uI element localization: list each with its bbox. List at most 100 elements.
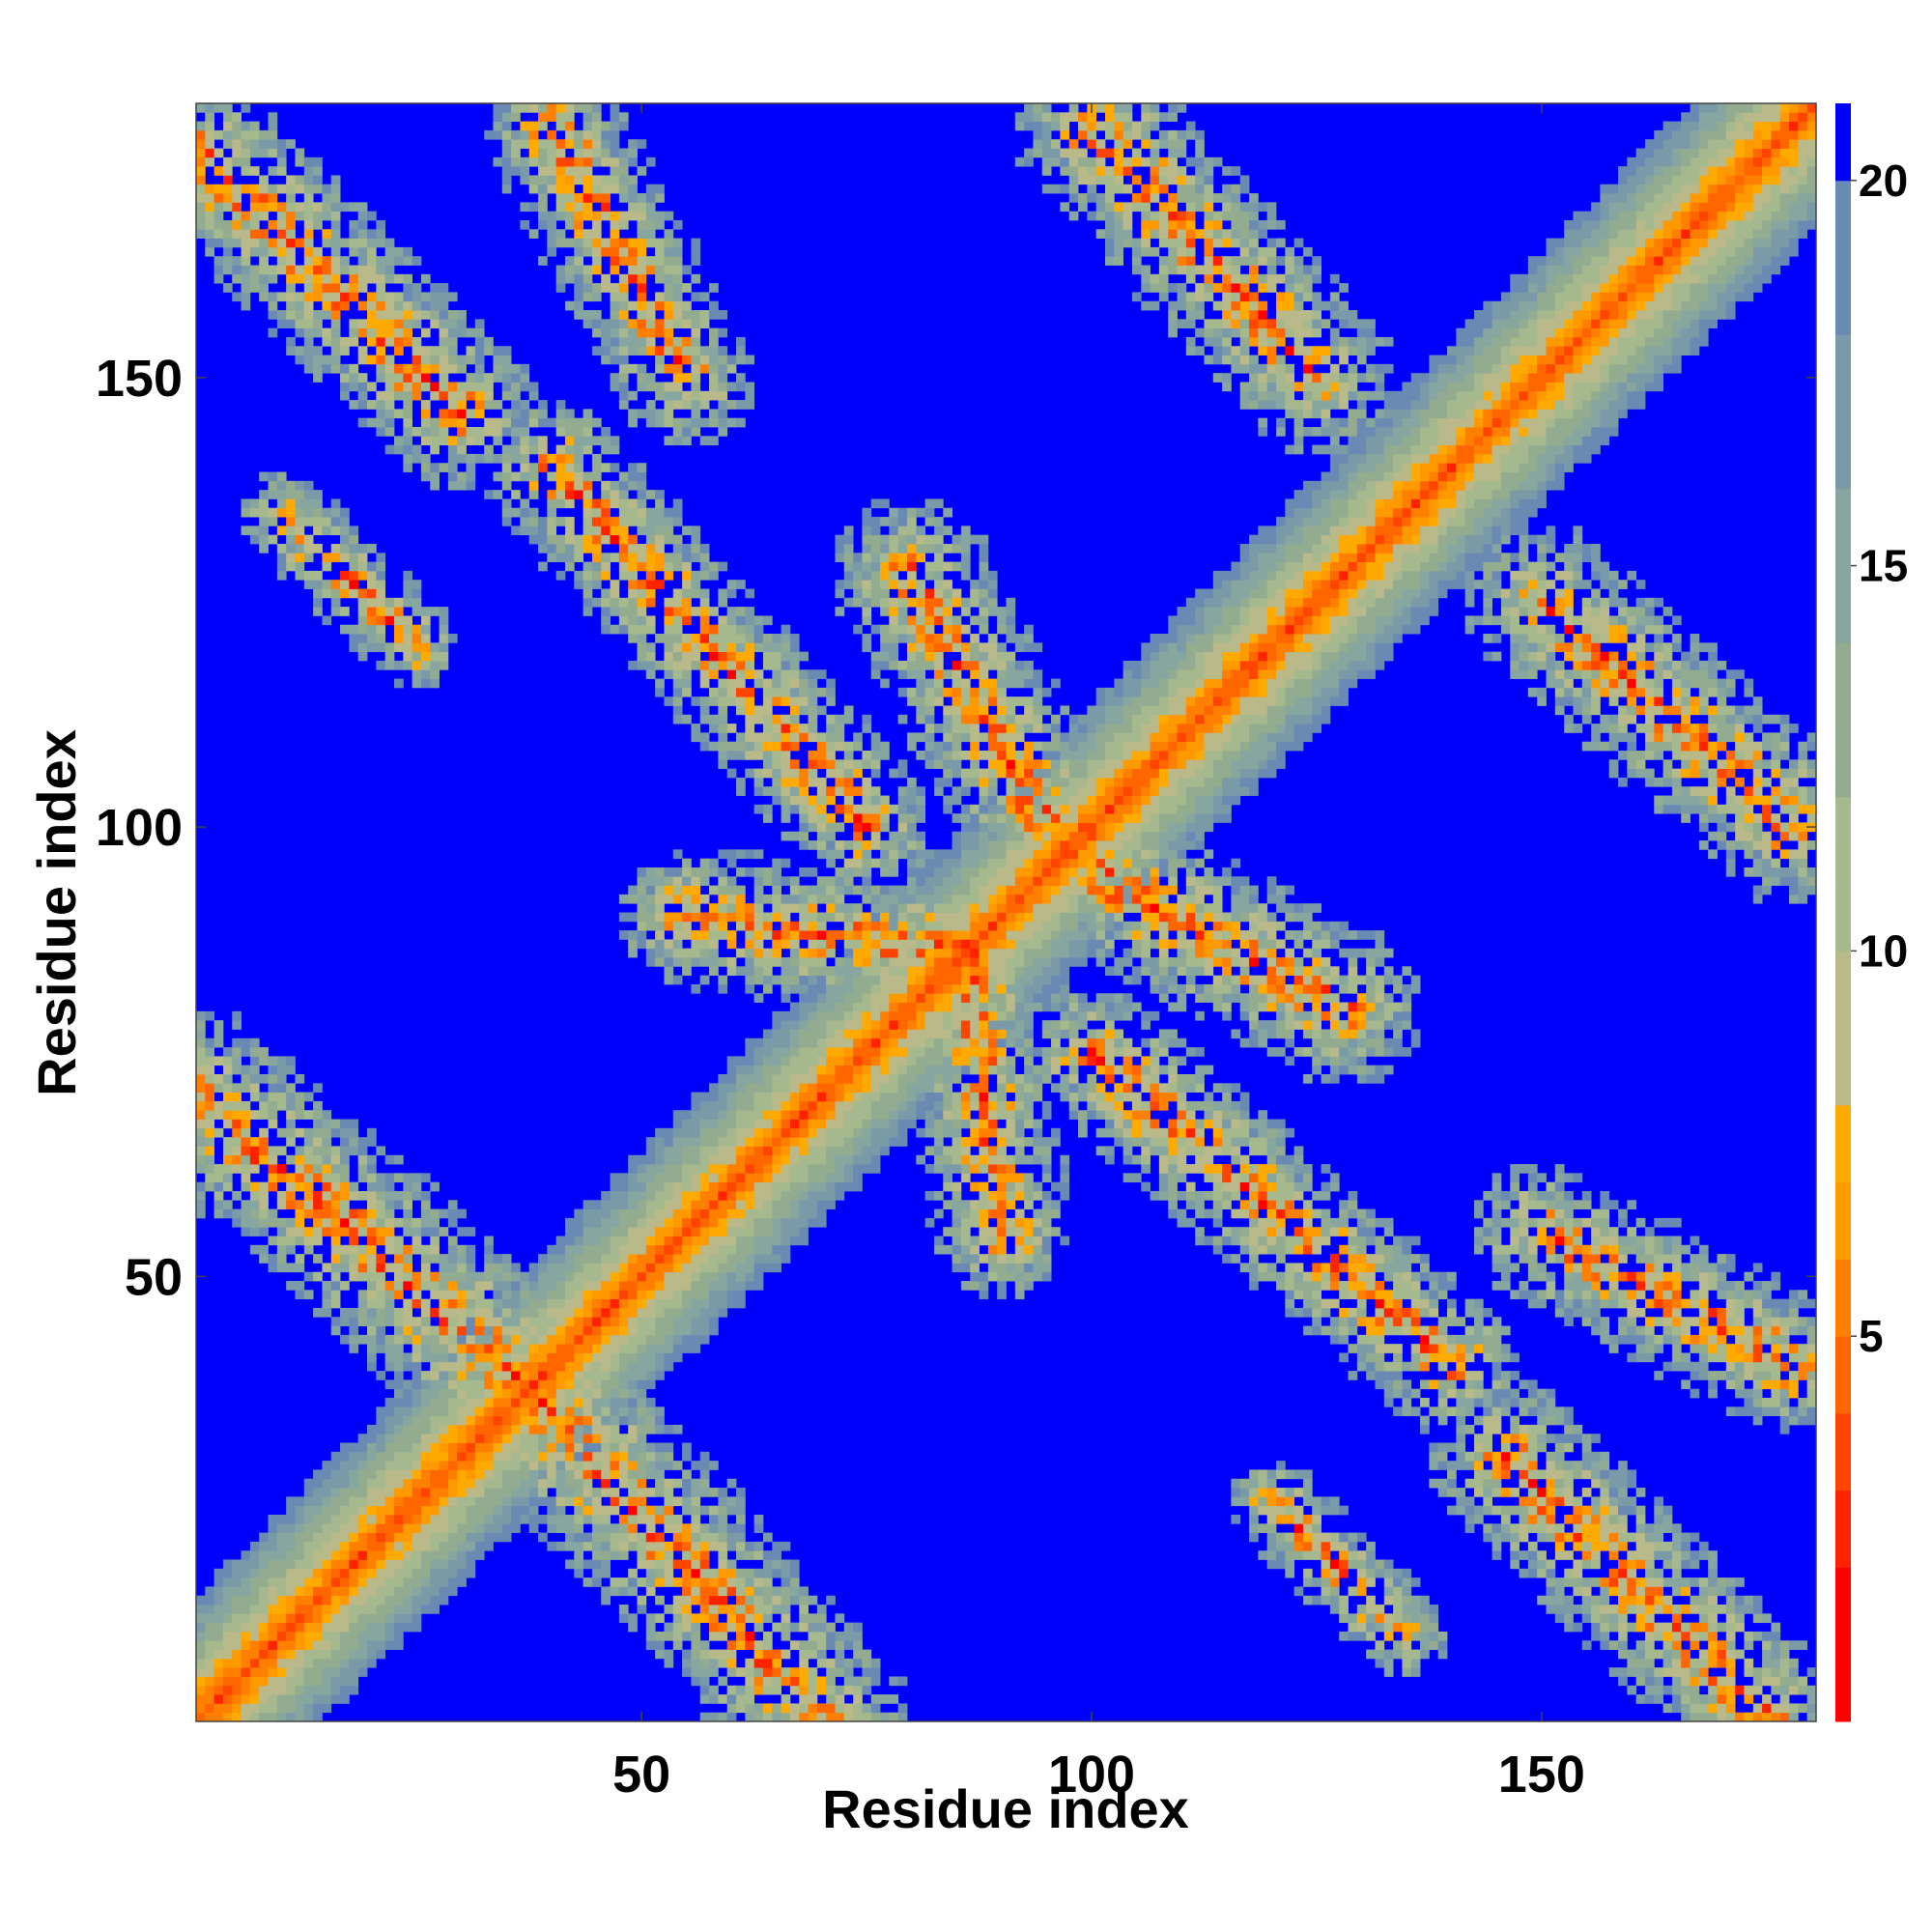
heatmap-cell bbox=[313, 1200, 323, 1209]
heatmap-cell bbox=[672, 1613, 683, 1624]
heatmap-cell bbox=[376, 1415, 386, 1426]
heatmap-cell bbox=[528, 1496, 539, 1507]
heatmap-cell bbox=[691, 1541, 701, 1551]
heatmap-cell bbox=[672, 1523, 683, 1533]
heatmap-cell bbox=[376, 1290, 386, 1300]
heatmap-cell bbox=[1762, 1298, 1772, 1309]
heatmap-cell bbox=[1312, 1298, 1321, 1309]
heatmap-cell bbox=[232, 1037, 242, 1048]
heatmap-cell bbox=[1554, 1442, 1565, 1453]
heatmap-cell bbox=[1348, 1307, 1358, 1318]
heatmap-cell bbox=[213, 1190, 224, 1201]
heatmap-cell bbox=[439, 1415, 449, 1426]
heatmap-cell bbox=[196, 1010, 206, 1021]
heatmap-cell bbox=[367, 615, 377, 626]
heatmap-cell bbox=[691, 1640, 701, 1650]
heatmap-cell bbox=[591, 570, 602, 581]
heatmap-cell bbox=[618, 346, 629, 355]
heatmap-cell bbox=[591, 1523, 602, 1533]
heatmap-cell bbox=[322, 507, 332, 518]
heatmap-cell bbox=[618, 246, 629, 257]
heatmap-cell bbox=[1762, 1658, 1772, 1668]
heatmap-cell bbox=[313, 607, 323, 616]
heatmap-cell bbox=[1573, 1461, 1583, 1470]
heatmap-cell bbox=[753, 1658, 764, 1668]
heatmap-cell bbox=[564, 427, 575, 437]
heatmap-cell bbox=[393, 382, 404, 392]
heatmap-cell bbox=[249, 1703, 260, 1714]
heatmap-cell bbox=[1671, 1559, 1682, 1570]
heatmap-cell bbox=[1554, 1496, 1565, 1507]
heatmap-cell bbox=[511, 1398, 521, 1407]
heatmap-cell bbox=[511, 400, 521, 410]
heatmap-cell bbox=[582, 265, 593, 275]
heatmap-cell bbox=[1537, 1298, 1547, 1309]
heatmap-cell bbox=[582, 139, 593, 149]
heatmap-cell bbox=[412, 1442, 422, 1453]
heatmap-cell bbox=[555, 283, 566, 293]
heatmap-cell bbox=[1671, 1550, 1682, 1560]
heatmap-cell bbox=[726, 1605, 737, 1614]
heatmap-cell bbox=[196, 1065, 206, 1075]
heatmap-cell bbox=[439, 1434, 449, 1443]
heatmap-cell bbox=[213, 265, 224, 275]
heatmap-cell bbox=[564, 184, 575, 194]
heatmap-cell bbox=[1464, 1424, 1475, 1435]
heatmap-cell bbox=[1635, 1595, 1646, 1605]
heatmap-cell bbox=[439, 1388, 449, 1399]
heatmap-cell bbox=[789, 1667, 800, 1677]
heatmap-cell bbox=[313, 1478, 323, 1489]
heatmap-cell bbox=[457, 1541, 467, 1551]
heatmap-cell bbox=[196, 1622, 206, 1633]
heatmap-cell bbox=[349, 642, 359, 653]
heatmap-cell bbox=[726, 1568, 737, 1578]
heatmap-cell bbox=[384, 1298, 395, 1309]
heatmap-cell bbox=[1473, 1317, 1484, 1326]
heatmap-cell bbox=[249, 184, 260, 194]
heatmap-cell bbox=[1725, 1371, 1736, 1380]
heatmap-cell bbox=[628, 1469, 638, 1480]
heatmap-cell bbox=[393, 1334, 404, 1345]
heatmap-cell bbox=[232, 1092, 242, 1102]
heatmap-cell bbox=[1510, 1505, 1520, 1516]
heatmap-cell bbox=[1654, 1290, 1664, 1300]
heatmap-cell bbox=[205, 1083, 215, 1094]
heatmap-cell bbox=[447, 1514, 458, 1524]
heatmap-cell bbox=[555, 1334, 566, 1345]
heatmap-cell bbox=[1519, 1514, 1529, 1524]
heatmap-cell bbox=[276, 1217, 287, 1228]
heatmap-cell bbox=[384, 1415, 395, 1426]
heatmap-cell bbox=[1437, 1406, 1448, 1417]
heatmap-cell bbox=[1383, 1379, 1394, 1390]
heatmap-cell bbox=[205, 1173, 215, 1183]
heatmap-cell bbox=[349, 1488, 359, 1497]
heatmap-cell bbox=[520, 1424, 530, 1435]
heatmap-cell bbox=[1635, 1307, 1646, 1318]
heatmap-cell bbox=[249, 1181, 260, 1192]
heatmap-cell bbox=[582, 1434, 593, 1443]
heatmap-cell bbox=[384, 1379, 395, 1390]
heatmap-cell bbox=[1348, 1325, 1358, 1336]
heatmap-cell bbox=[259, 498, 269, 509]
heatmap-cell bbox=[268, 1640, 278, 1650]
heatmap-cell bbox=[384, 355, 395, 365]
heatmap-cell bbox=[295, 1127, 305, 1138]
heatmap-cell bbox=[439, 1424, 449, 1435]
heatmap-cell bbox=[601, 129, 611, 140]
heatmap-cell bbox=[664, 1307, 674, 1318]
heatmap-cell bbox=[691, 1622, 701, 1633]
heatmap-cell bbox=[655, 1406, 665, 1417]
heatmap-cell bbox=[1681, 1317, 1690, 1326]
heatmap-cell bbox=[610, 436, 620, 446]
heatmap-cell bbox=[439, 1488, 449, 1497]
heatmap-cell bbox=[412, 1325, 422, 1336]
heatmap-cell bbox=[574, 1271, 584, 1282]
heatmap-cell bbox=[1771, 1712, 1781, 1722]
heatmap-cell bbox=[1654, 1532, 1664, 1543]
heatmap-cell bbox=[447, 400, 458, 410]
heatmap-cell bbox=[1789, 1712, 1799, 1722]
heatmap-cell bbox=[1762, 1361, 1772, 1372]
heatmap-cell bbox=[439, 355, 449, 365]
heatmap-cell bbox=[574, 1424, 584, 1435]
heatmap-cell bbox=[799, 1640, 809, 1650]
